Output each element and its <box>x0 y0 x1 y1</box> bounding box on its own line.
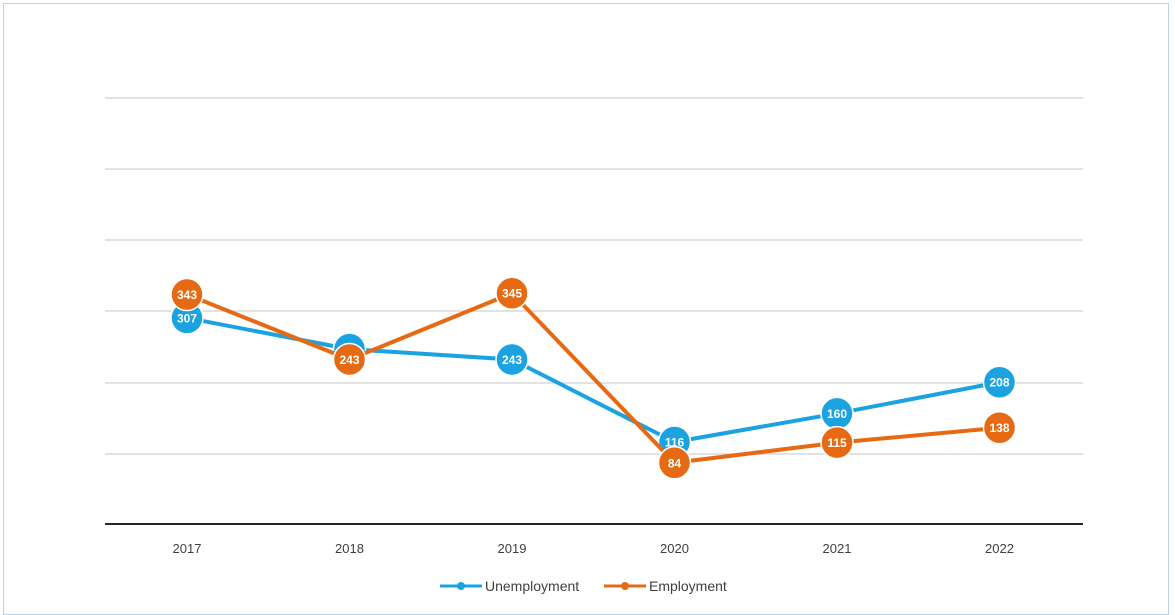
x-tick-label-2019: 2019 <box>498 541 527 556</box>
series-employment: 343 243 345 84 115 138 <box>170 276 1017 480</box>
marker-employment-2019 <box>495 276 529 310</box>
x-axis: 2017 2018 2019 2020 2021 2022 <box>173 541 1014 556</box>
data-label-unemployment-2022: 208 <box>989 376 1009 390</box>
legend-marker-unemployment <box>457 582 465 590</box>
x-tick-label-2021: 2021 <box>823 541 852 556</box>
x-tick-label-2018: 2018 <box>335 541 364 556</box>
data-label-employment-2019: 345 <box>502 287 522 301</box>
legend-item-employment: Employment <box>604 578 727 594</box>
x-tick-label-2020: 2020 <box>660 541 689 556</box>
marker-unemployment-2019 <box>495 342 529 377</box>
data-label-employment-2020: 84 <box>668 456 682 470</box>
data-label-unemployment-2021: 160 <box>827 407 847 421</box>
data-label-unemployment-2019: 243 <box>502 353 522 367</box>
series-layer: 30725924311616020834324334584115138 <box>170 276 1017 480</box>
series-unemployment: 307259243116160208 <box>170 301 1017 459</box>
legend: Unemployment Employment <box>440 578 727 594</box>
marker-employment-2018 <box>332 342 367 377</box>
x-tick-label-2022: 2022 <box>985 541 1014 556</box>
x-tick-label-2017: 2017 <box>173 541 202 556</box>
marker-employment-2022 <box>982 410 1017 445</box>
data-label-unemployment-2020: 116 <box>665 436 685 450</box>
marker-unemployment-2022 <box>982 365 1017 399</box>
data-label-employment-2022: 138 <box>989 421 1009 435</box>
data-label-unemployment-2017: 307 <box>177 311 197 325</box>
data-label-employment-2017: 343 <box>177 288 197 302</box>
data-label-employment-2018: 243 <box>339 353 359 367</box>
marker-employment-2020 <box>657 446 692 480</box>
legend-item-unemployment: Unemployment <box>440 578 579 594</box>
data-label-employment-2021: 115 <box>827 436 847 450</box>
series-line-employment <box>186 291 1000 465</box>
legend-label-employment: Employment <box>649 578 727 594</box>
marker-employment-2017 <box>170 277 204 312</box>
series-line-unemployment <box>186 315 1000 444</box>
marker-employment-2021 <box>820 425 854 460</box>
gridlines <box>105 97 1083 525</box>
legend-marker-employment <box>621 582 629 590</box>
legend-label-unemployment: Unemployment <box>485 578 579 594</box>
